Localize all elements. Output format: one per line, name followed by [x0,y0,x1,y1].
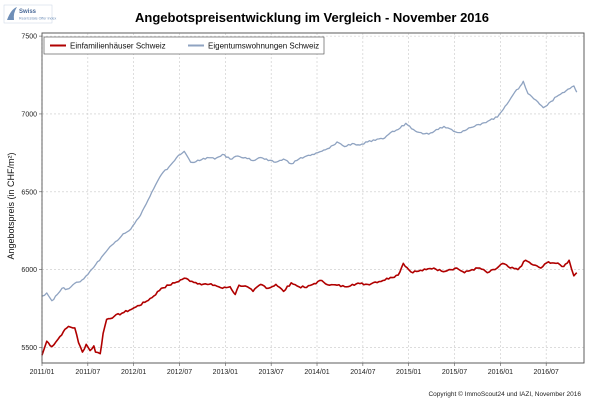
y-tick-label: 7000 [21,111,37,118]
logo-line-2: Real Estate Offer Index [19,17,56,21]
copyright-note: Copyright © ImmoScout24 und IAZI, Novemb… [428,390,581,398]
x-tick-label: 2012/07 [167,369,192,376]
x-tick-label: 2013/01 [213,369,238,376]
x-tick-label: 2013/07 [259,369,284,376]
series-line-einfamilienhaeuser [41,259,578,356]
swiss-reoi-logo: Swiss Real Estate Offer Index [3,4,56,24]
x-tick-label: 2012/01 [121,369,146,376]
x-tick-label: 2016/07 [534,369,559,376]
legend-label-einfamilienhaeuser: Einfamilienhäuser Schweiz [70,42,166,51]
y-tick-label: 6000 [21,267,37,274]
x-tick-label: 2011/01 [30,369,55,376]
series-lines [41,80,578,356]
axis-ticks: 5500 6000 6500 7000 7500 2011/01 2011/07 2012/0… [21,34,559,376]
y-tick-label: 6500 [21,189,37,196]
y-tick-label: 7500 [21,34,37,41]
logo-line-1: Swiss [19,9,37,15]
x-tick-label: 2014/07 [350,369,375,376]
y-axis-title: Angebotspreis (in CHF/m²) [6,152,16,259]
grid-lines [41,33,584,363]
x-tick-label: 2015/01 [396,369,421,376]
legend: Einfamilienhäuser Schweiz Eigentumswohnu… [43,36,325,55]
x-tick-label: 2014/01 [304,369,329,376]
x-tick-label: 2015/07 [442,369,467,376]
chart-title: Angebotspreisentwicklung im Vergleich - … [135,10,489,25]
series-line-eigentumswohnungen [41,80,578,302]
x-tick-label: 2016/01 [488,369,513,376]
legend-label-eigentumswohnungen: Eigentumswohnungen Schweiz [208,42,319,51]
legend-box [43,36,325,55]
x-tick-label: 2011/07 [75,369,100,376]
y-tick-label: 5500 [21,345,37,352]
